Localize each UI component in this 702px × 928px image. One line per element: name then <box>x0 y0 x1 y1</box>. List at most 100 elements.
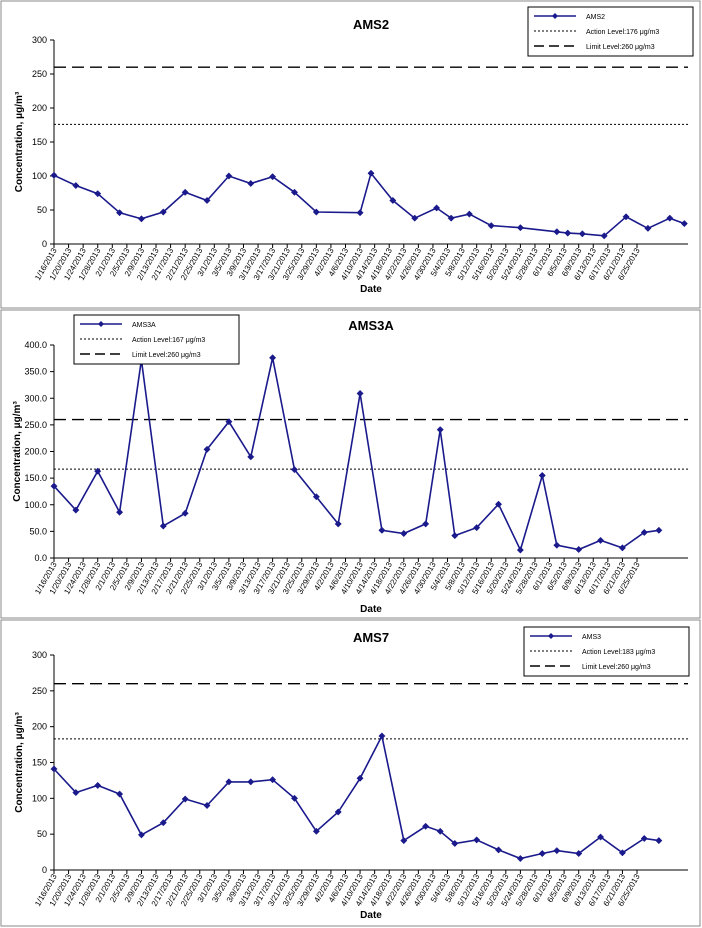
data-point <box>378 732 386 740</box>
data-point <box>553 228 561 236</box>
data-point <box>72 506 80 514</box>
data-point <box>494 500 503 508</box>
data-point <box>247 778 255 786</box>
data-point <box>181 795 189 803</box>
data-point <box>655 526 663 534</box>
y-tick-label: 100 <box>32 793 47 803</box>
y-tick-label: 350.0 <box>24 367 47 377</box>
y-tick-label: 200 <box>32 722 47 732</box>
data-point <box>159 819 167 827</box>
chart-panel-ams7: AMS70501001502002503001/16/20131/20/2013… <box>0 619 701 927</box>
data-point <box>137 831 146 839</box>
chart-panel-ams3a: AMS3A 0.0 50.0 100.0 150.0 200.0 250.0 300.0 350… <box>0 309 701 619</box>
data-point <box>451 532 459 540</box>
legend: AMS2 Action Level:176 μg/m3 Limit Level:26… <box>527 6 694 57</box>
data-point <box>596 833 605 841</box>
legend-label: Action Level:183 μg/m3 <box>582 649 655 656</box>
data-point <box>94 467 102 475</box>
x-axis-title: Date <box>360 284 382 295</box>
y-tick-label: 150.0 <box>24 473 47 483</box>
data-point <box>50 171 58 179</box>
data-point <box>312 208 320 216</box>
data-point <box>334 520 342 528</box>
data-point <box>516 854 524 863</box>
data-point <box>516 224 524 232</box>
y-tick-label: 0 <box>42 239 47 249</box>
y-tick-label: 0.0 <box>34 553 47 563</box>
chart-title: AMS7 <box>353 630 389 645</box>
data-point <box>622 213 630 221</box>
chart-panel-ams2: AMS20501001502002503001/16/20131/20/2013… <box>0 0 701 309</box>
data-point <box>290 188 299 196</box>
data-point <box>269 776 277 784</box>
data-point <box>94 190 102 198</box>
data-point <box>436 426 444 434</box>
y-tick-label: 300 <box>32 35 47 45</box>
data-point <box>312 493 320 501</box>
y-tick-label: 300 <box>32 650 47 660</box>
y-axis-title: Concentration, μg/m³ <box>12 401 23 502</box>
data-point <box>516 546 524 554</box>
legend-marker <box>552 13 558 19</box>
y-tick-label: 400.0 <box>24 340 47 350</box>
data-point <box>247 179 255 188</box>
data-point <box>269 354 277 362</box>
legend: AMS3A Action Level:167 μg/m3 Limit Level:2… <box>73 314 240 365</box>
y-tick-label: 100 <box>32 171 47 181</box>
data-point <box>564 229 572 237</box>
y-tick-label: 50 <box>37 829 47 839</box>
data-point <box>159 522 167 530</box>
data-point <box>50 482 58 490</box>
legend-label: Limit Level:260 μg/m3 <box>582 664 651 671</box>
data-point <box>290 466 299 474</box>
data-point <box>203 801 211 810</box>
data-point <box>356 774 364 782</box>
y-tick-label: 150 <box>32 137 47 147</box>
data-point <box>618 544 626 552</box>
legend-label: AMS2 <box>586 14 605 21</box>
legend-marker <box>98 321 104 327</box>
data-point <box>422 822 430 830</box>
data-point <box>203 196 211 205</box>
data-point <box>290 794 299 802</box>
data-point <box>181 509 189 517</box>
data-point <box>578 230 586 238</box>
y-tick-label: 250.0 <box>24 420 47 430</box>
data-point <box>94 781 102 789</box>
y-tick-label: 250 <box>32 686 47 696</box>
data-point <box>618 849 626 857</box>
data-point <box>680 220 688 228</box>
data-point <box>203 445 211 453</box>
legend-label: Action Level:176 μg/m3 <box>586 29 659 36</box>
data-point <box>159 208 167 216</box>
legend-label: Limit Level:260 μg/m3 <box>132 352 201 359</box>
data-point <box>494 846 503 854</box>
x-axis-title: Date <box>360 910 382 921</box>
data-point <box>116 508 124 516</box>
legend-label: Limit Level:260 μg/m3 <box>586 44 655 51</box>
data-point <box>575 849 583 858</box>
data-point <box>50 765 58 773</box>
data-point <box>465 210 473 218</box>
data-point <box>553 847 561 855</box>
y-tick-label: 200 <box>32 103 47 113</box>
y-tick-label: 250 <box>32 69 47 79</box>
y-tick-label: 150 <box>32 758 47 768</box>
data-point <box>400 837 408 845</box>
y-axis-title: Concentration, μg/m³ <box>14 91 25 192</box>
data-point <box>72 181 80 190</box>
y-axis-title: Concentration, μg/m³ <box>14 712 25 813</box>
data-point <box>538 849 546 858</box>
legend-label: AMS3A <box>132 322 156 329</box>
data-point <box>389 196 397 205</box>
data-point <box>367 169 375 177</box>
chart-title: AMS3A <box>348 318 394 333</box>
data-point <box>596 536 605 544</box>
chart-title: AMS2 <box>353 17 389 32</box>
y-tick-label: 50 <box>37 205 47 215</box>
data-point <box>640 834 648 843</box>
legend-label: Action Level:167 μg/m3 <box>132 337 205 344</box>
data-point <box>644 224 652 232</box>
series-line <box>53 171 685 237</box>
series-line <box>53 357 660 553</box>
